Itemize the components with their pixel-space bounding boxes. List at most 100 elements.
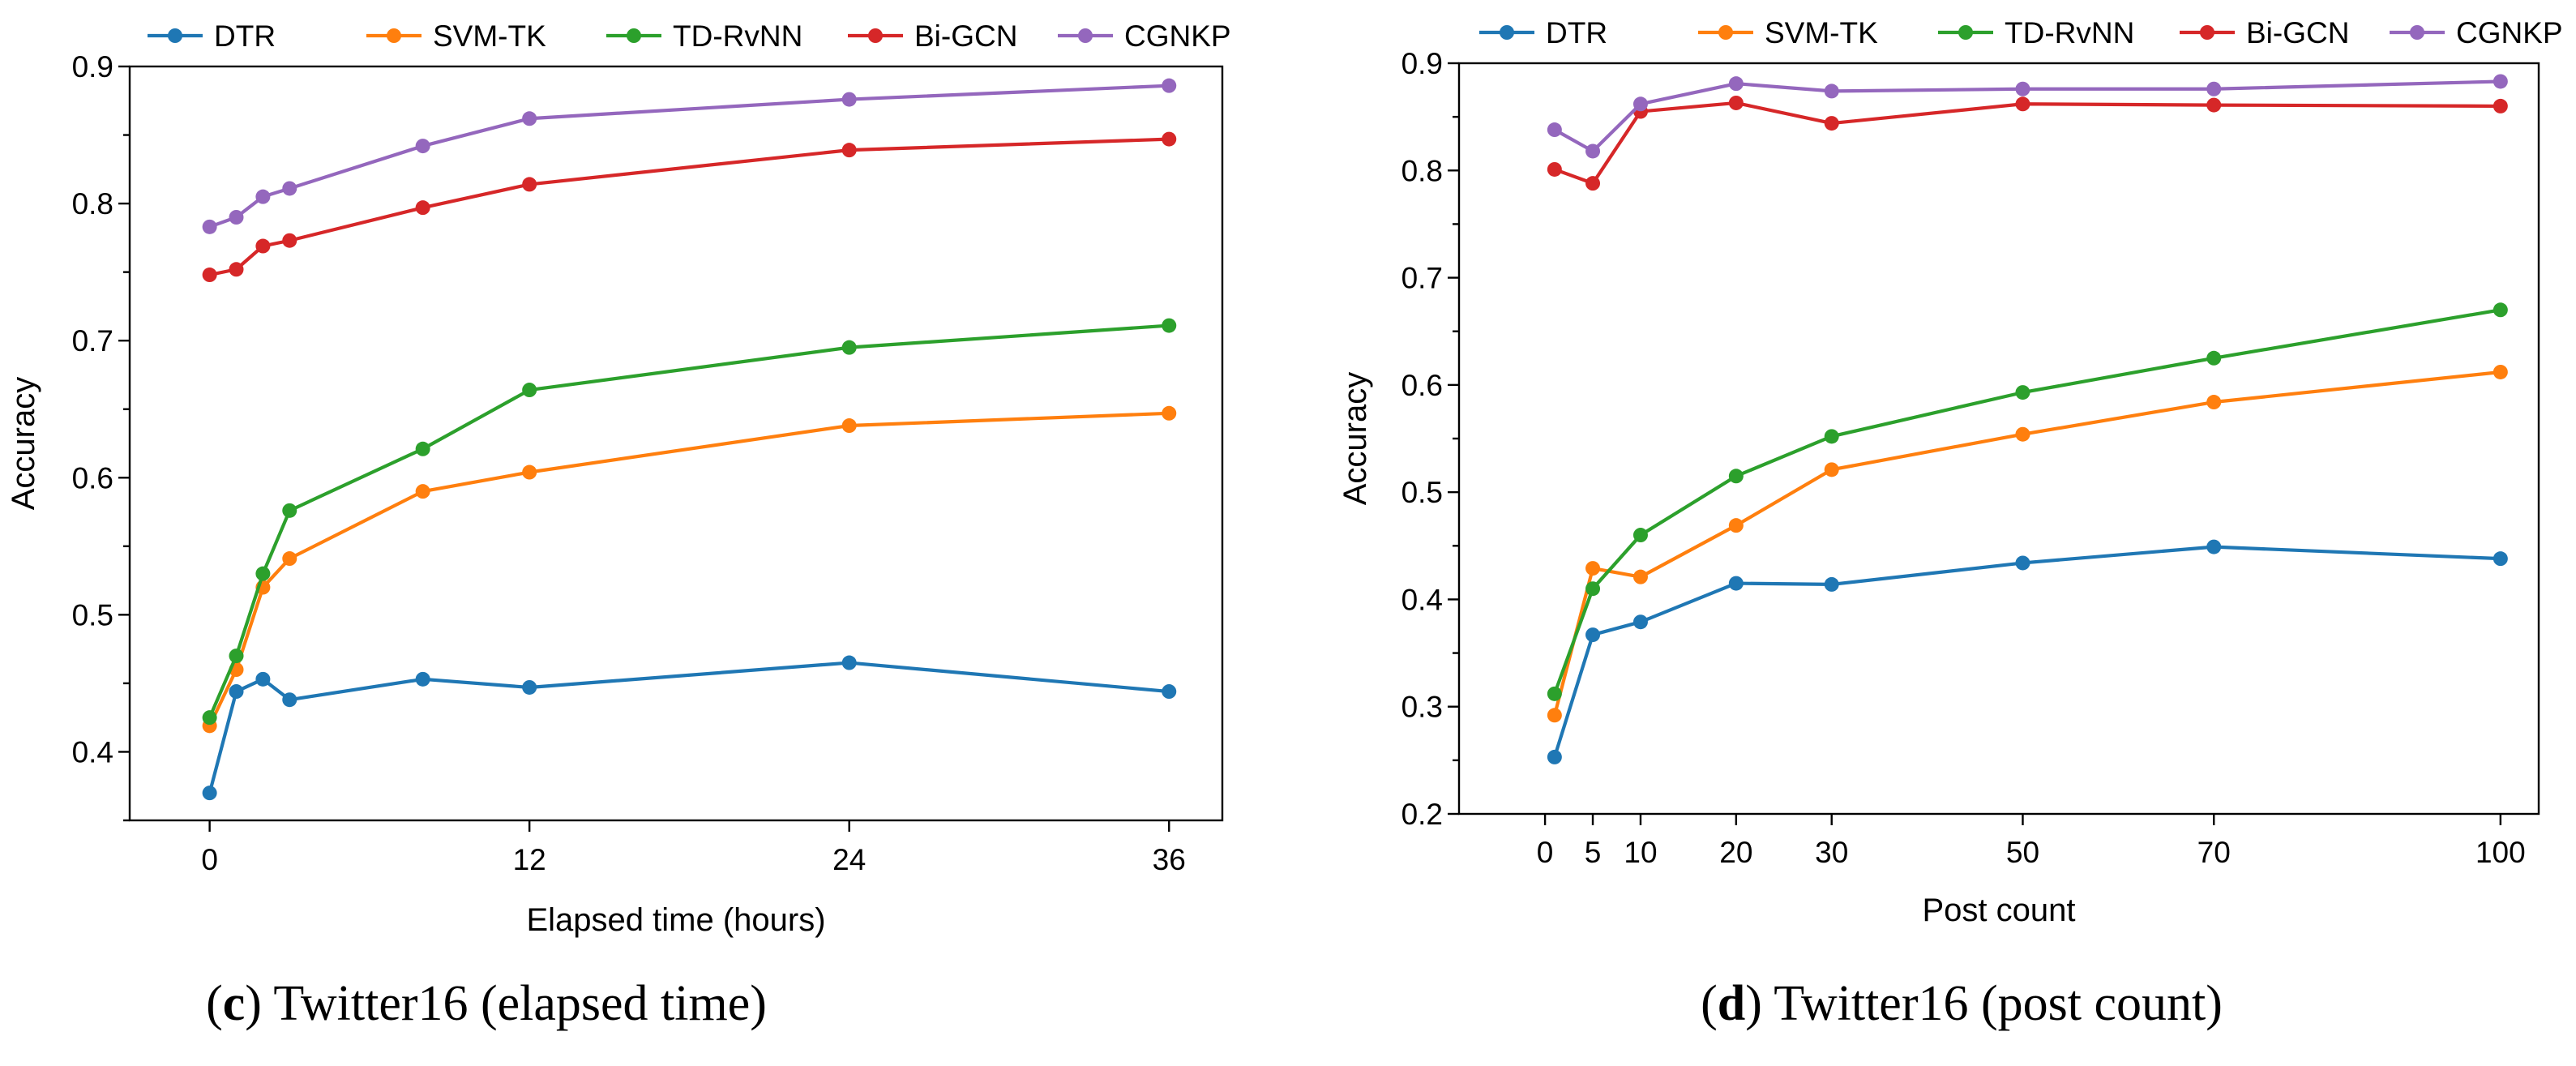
- x-tick-label-c: 36: [1153, 843, 1186, 876]
- data-point-cgnkp-d: [1547, 122, 1562, 138]
- legend-label-dtr-c: DTR: [214, 19, 276, 53]
- caption-title-d: Twitter16 (post count): [1762, 976, 2223, 1031]
- series-line-dtr-d: [1552, 545, 2501, 758]
- data-point-dtr-c: [522, 679, 537, 695]
- caption-title-c: Twitter16 (elapsed time): [262, 976, 767, 1031]
- legend-label-td-rvnn-c: TD-RvNN: [673, 19, 802, 53]
- legend-label-bi-gcn-d: Bi-GCN: [2246, 16, 2349, 49]
- legend-marker-cgnkp-c: [1078, 28, 1093, 43]
- data-point-cgnkp-c: [522, 111, 537, 126]
- data-point-svm-tk-c: [415, 484, 430, 499]
- x-tick-label-d: 20: [1719, 836, 1752, 869]
- data-point-svm-tk-c: [522, 465, 537, 480]
- y-tick-label-c: 0.5: [72, 598, 113, 631]
- data-point-bi-gcn-d: [1728, 95, 1744, 110]
- data-point-td-rvnn-c: [415, 441, 430, 456]
- legend-marker-td-rvnn-c: [627, 28, 641, 43]
- data-point-cgnkp-c: [1162, 78, 1177, 93]
- caption-letter-c: c: [223, 976, 246, 1031]
- data-point-dtr-c: [255, 671, 271, 687]
- x-tick-label-d: 5: [1585, 836, 1602, 869]
- series-line-td-rvnn-c: [208, 323, 1170, 719]
- y-tick-label-d: 0.3: [1401, 691, 1443, 724]
- data-point-td-rvnn-d: [2015, 385, 2030, 400]
- data-point-svm-tk-d: [2206, 395, 2222, 410]
- legend-marker-td-rvnn-d: [1958, 25, 1973, 40]
- caption-panel-d: (d) Twitter16 (post count): [1701, 976, 2223, 1031]
- data-point-bi-gcn-c: [1162, 131, 1177, 147]
- x-axis-title-d: Post count: [1922, 893, 2075, 928]
- data-point-cgnkp-c: [415, 139, 430, 154]
- y-tick-label-d: 0.9: [1401, 47, 1443, 80]
- data-point-bi-gcn-d: [2493, 98, 2508, 113]
- data-point-svm-tk-d: [1728, 518, 1744, 533]
- x-tick-label-d: 0: [1537, 836, 1554, 869]
- x-tick-label-c: 0: [201, 843, 218, 876]
- series-line-bi-gcn-d: [1554, 101, 2501, 186]
- y-tick-label-c: 0.8: [72, 187, 113, 220]
- data-point-bi-gcn-d: [1824, 116, 1839, 131]
- series-line-cgnkp-d: [1553, 79, 2501, 153]
- data-point-bi-gcn-c: [255, 238, 271, 254]
- data-point-td-rvnn-c: [229, 649, 244, 664]
- data-point-cgnkp-c: [282, 181, 297, 196]
- data-point-cgnkp-c: [202, 219, 217, 234]
- caption-letter-d: d: [1718, 976, 1745, 1031]
- chart-panel-c: 0.4 0.5 0.6 0.7 0.8 0.9 0 12 24 36 Elapsed time (h…: [6, 19, 1231, 938]
- series-line-td-rvnn-d: [1552, 308, 2501, 695]
- data-point-bi-gcn-c: [282, 233, 297, 248]
- data-point-bi-gcn-c: [841, 143, 857, 158]
- y-tick-label-c: 0.9: [72, 50, 113, 83]
- data-point-svm-tk-c: [1162, 405, 1177, 421]
- legend-label-td-rvnn-d: TD-RvNN: [2005, 16, 2134, 49]
- legend-marker-bi-gcn-d: [2200, 25, 2214, 40]
- data-point-bi-gcn-c: [202, 268, 217, 283]
- data-point-svm-tk-d: [2493, 364, 2508, 379]
- x-tick-label-d: 100: [2475, 836, 2526, 869]
- y-axis-title-d: Accuracy: [1337, 372, 1373, 506]
- data-point-td-rvnn-d: [2206, 350, 2222, 366]
- legend-marker-cgnkp-d: [2410, 25, 2424, 40]
- x-tick-label-c: 12: [513, 843, 546, 876]
- data-point-td-rvnn-c: [282, 503, 297, 518]
- data-point-td-rvnn-c: [255, 566, 271, 581]
- plot-frame-c: [128, 65, 1224, 822]
- series-line-svm-tk-d: [1552, 370, 2501, 716]
- data-point-svm-tk-c: [282, 551, 297, 567]
- data-point-svm-tk-d: [2015, 426, 2030, 442]
- data-point-td-rvnn-c: [1162, 318, 1177, 333]
- y-tick-label-d: 0.2: [1401, 798, 1443, 831]
- y-tick-label-d: 0.8: [1401, 154, 1443, 187]
- legend-label-svm-tk-c: SVM-TK: [433, 19, 546, 53]
- legend-marker-dtr-c: [168, 28, 182, 43]
- data-point-dtr-d: [1585, 627, 1601, 643]
- legend-label-cgnkp-c: CGNKP: [1124, 19, 1231, 53]
- legend-label-bi-gcn-c: Bi-GCN: [914, 19, 1017, 53]
- data-point-dtr-d: [2206, 539, 2222, 554]
- x-tick-label-d: 30: [1815, 836, 1848, 869]
- data-point-cgnkp-d: [2206, 81, 2222, 96]
- data-point-td-rvnn-d: [1632, 528, 1648, 543]
- data-point-dtr-d: [2015, 555, 2030, 571]
- data-point-td-rvnn-d: [1585, 581, 1601, 597]
- data-point-dtr-c: [202, 786, 217, 801]
- data-point-bi-gcn-d: [1585, 176, 1601, 191]
- data-point-cgnkp-d: [1585, 143, 1601, 159]
- legend-marker-dtr-d: [1500, 25, 1514, 40]
- data-point-td-rvnn-c: [202, 710, 217, 726]
- y-tick-label-d: 0.7: [1401, 262, 1443, 295]
- y-tick-label-d: 0.6: [1401, 369, 1443, 402]
- data-point-td-rvnn-d: [2493, 302, 2508, 318]
- data-point-bi-gcn-d: [1547, 161, 1562, 177]
- data-point-dtr-c: [841, 655, 857, 670]
- data-point-cgnkp-d: [1632, 96, 1648, 112]
- x-tick-label-d: 10: [1624, 836, 1657, 869]
- data-point-dtr-d: [1547, 749, 1562, 764]
- series-line-dtr-c: [208, 661, 1170, 794]
- data-point-td-rvnn-c: [841, 340, 857, 355]
- y-tick-label-c: 0.7: [72, 324, 113, 357]
- data-point-bi-gcn-c: [415, 200, 430, 216]
- data-point-svm-tk-d: [1547, 708, 1562, 723]
- legend-label-cgnkp-d: CGNKP: [2456, 16, 2563, 49]
